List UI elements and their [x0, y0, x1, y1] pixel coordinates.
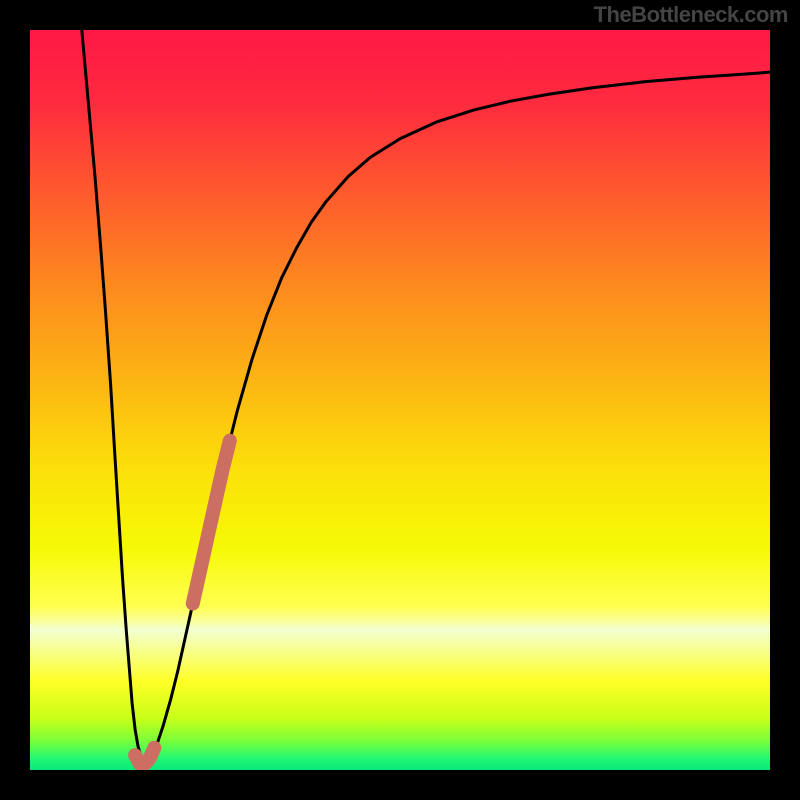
bottom-marker	[135, 748, 154, 764]
attribution-label: TheBottleneck.com	[594, 2, 788, 28]
plot-area	[30, 30, 770, 770]
chart-frame: TheBottleneck.com	[0, 0, 800, 800]
bottleneck-curve	[82, 30, 770, 763]
chart-overlay	[30, 30, 770, 770]
highlight-segment	[193, 441, 230, 604]
